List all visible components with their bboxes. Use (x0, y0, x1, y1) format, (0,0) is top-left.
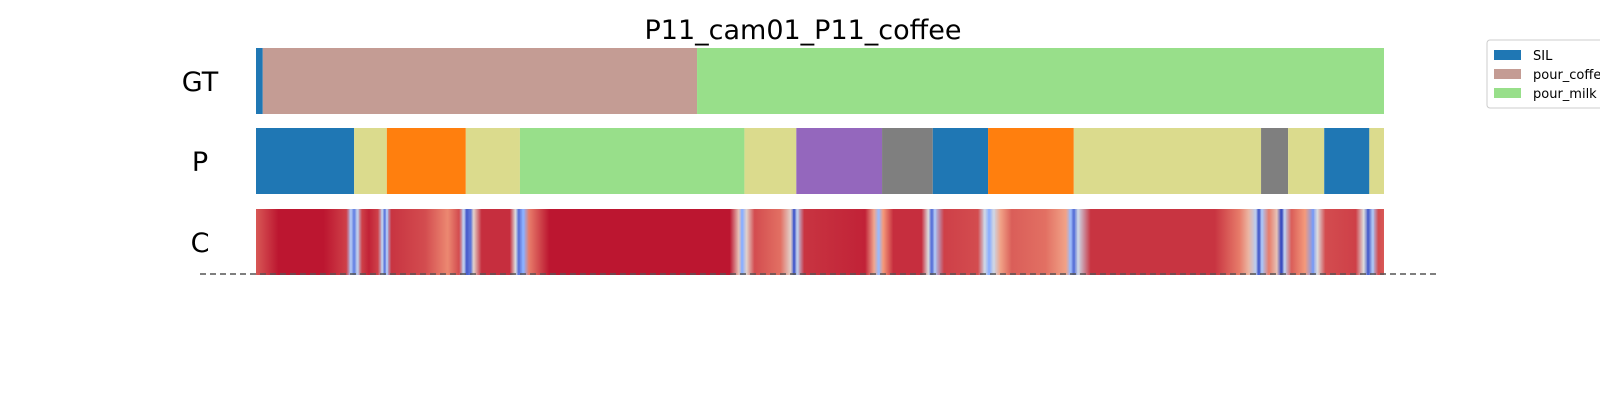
segment (1324, 128, 1370, 194)
segment (256, 128, 355, 194)
confidence-dip (1072, 209, 1075, 275)
row-label: GT (182, 67, 219, 98)
legend-label: pour_milk (1533, 87, 1597, 102)
confidence-dip (1283, 209, 1286, 275)
confidence-dip (385, 209, 388, 275)
segment (932, 128, 989, 194)
row-p: P (192, 128, 1384, 194)
legend-swatch (1494, 69, 1521, 79)
confidence-dip (793, 209, 796, 275)
segment (519, 128, 745, 194)
segment (465, 128, 520, 194)
segment (988, 128, 1074, 194)
row-label: C (191, 228, 210, 259)
legend: SIL pour_coffee pour_milk (1486, 39, 1600, 109)
segment (386, 128, 466, 194)
confidence-dip (462, 209, 465, 275)
confidence-dip (1257, 209, 1260, 275)
timeline-rows: GT P C (182, 48, 1384, 275)
segment (796, 128, 883, 194)
segment (1261, 128, 1289, 194)
confidence-dip (522, 209, 525, 275)
confidence-dip (1311, 209, 1314, 275)
row-gt: GT (182, 48, 1384, 114)
segment (256, 48, 263, 114)
confidence-dip (934, 209, 937, 275)
confidence-dip (983, 209, 986, 275)
confidence-dip (517, 209, 520, 275)
segment (1073, 128, 1262, 194)
confidence-dip (1371, 209, 1374, 275)
confidence-dip (877, 209, 880, 275)
confidence-dip (1261, 209, 1264, 275)
segment (697, 48, 1384, 114)
legend-swatch (1494, 50, 1521, 60)
confidence-dip (383, 209, 386, 275)
legend-entries: SIL pour_coffee pour_milk (1494, 49, 1600, 102)
confidence-dip (1077, 209, 1080, 275)
confidence-dip (988, 209, 991, 275)
confidence-dip (1367, 209, 1370, 275)
legend-label: SIL (1533, 49, 1553, 64)
confidence-dip (381, 209, 384, 275)
row-c: C (191, 209, 1384, 275)
confidence-dip (465, 209, 468, 275)
confidence-dip (992, 209, 995, 275)
segment (354, 128, 387, 194)
confidence-dip (353, 209, 356, 275)
legend-label: pour_coffee (1533, 68, 1600, 83)
confidence-dip (356, 209, 359, 275)
confidence-dip (1069, 209, 1072, 275)
confidence-dip (349, 209, 352, 275)
confidence-dip (1280, 209, 1283, 275)
confidence-dip (741, 209, 744, 275)
segment (1369, 128, 1384, 194)
segment (744, 128, 797, 194)
confidence-dip (796, 209, 799, 275)
confidence-dip (930, 209, 933, 275)
chart-title: P11_cam01_P11_coffee (644, 15, 961, 46)
confidence-strip (256, 209, 1384, 275)
row-label: P (192, 147, 208, 178)
confidence-dip (1254, 209, 1257, 275)
legend-swatch (1494, 88, 1521, 98)
segment (262, 48, 698, 114)
segment (882, 128, 933, 194)
segment (1288, 128, 1325, 194)
confidence-dip (469, 209, 472, 275)
